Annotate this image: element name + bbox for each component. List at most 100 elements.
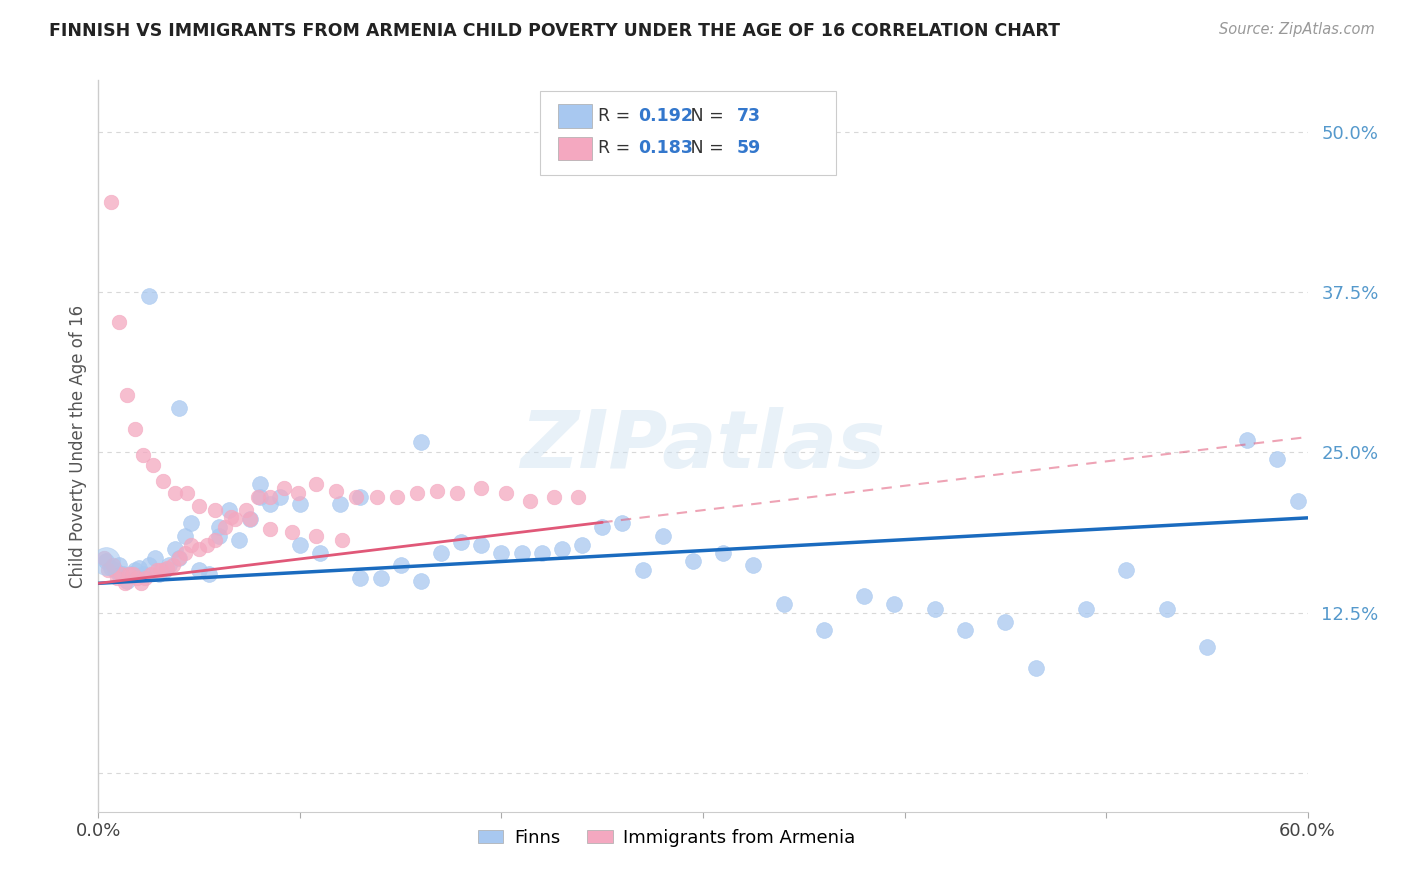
Point bbox=[93, 550, 115, 565]
Point bbox=[128, 561, 150, 575]
Point bbox=[157, 558, 180, 573]
Point bbox=[1025, 661, 1047, 675]
Point bbox=[239, 512, 262, 526]
Point bbox=[543, 491, 565, 505]
Point bbox=[711, 545, 734, 559]
Point bbox=[530, 545, 553, 559]
Point bbox=[612, 516, 634, 530]
Point bbox=[249, 477, 271, 491]
Point bbox=[450, 535, 472, 549]
Point bbox=[114, 576, 136, 591]
Point bbox=[813, 623, 835, 637]
Point bbox=[953, 623, 976, 637]
Point bbox=[148, 567, 170, 582]
Text: N =: N = bbox=[673, 139, 730, 157]
Point bbox=[124, 422, 146, 436]
Point bbox=[994, 615, 1017, 629]
Point bbox=[366, 491, 388, 505]
Point bbox=[163, 486, 186, 500]
Legend: Finns, Immigrants from Armenia: Finns, Immigrants from Armenia bbox=[471, 822, 863, 854]
Point bbox=[97, 564, 120, 578]
Point bbox=[510, 545, 533, 559]
Point bbox=[288, 497, 311, 511]
Y-axis label: Child Poverty Under the Age of 16: Child Poverty Under the Age of 16 bbox=[69, 304, 87, 588]
Point bbox=[121, 567, 143, 582]
Point bbox=[551, 541, 574, 556]
Point bbox=[1236, 433, 1258, 447]
Point bbox=[470, 481, 492, 495]
Point bbox=[101, 558, 124, 573]
Point bbox=[149, 564, 172, 578]
Text: FINNISH VS IMMIGRANTS FROM ARMENIA CHILD POVERTY UNDER THE AGE OF 16 CORRELATION: FINNISH VS IMMIGRANTS FROM ARMENIA CHILD… bbox=[49, 22, 1060, 40]
Point bbox=[682, 554, 704, 568]
Text: 0.183: 0.183 bbox=[638, 139, 693, 157]
Point bbox=[259, 497, 281, 511]
Point bbox=[772, 597, 794, 611]
Point bbox=[124, 564, 146, 578]
Point bbox=[305, 529, 328, 543]
Point bbox=[249, 491, 271, 505]
Point bbox=[742, 558, 765, 573]
Point bbox=[176, 486, 198, 500]
Point bbox=[495, 486, 517, 500]
Point bbox=[214, 520, 236, 534]
Point bbox=[491, 545, 513, 559]
Text: Source: ZipAtlas.com: Source: ZipAtlas.com bbox=[1219, 22, 1375, 37]
Point bbox=[430, 545, 453, 559]
Point bbox=[153, 564, 176, 578]
Point bbox=[591, 520, 613, 534]
Point bbox=[143, 550, 166, 565]
Point bbox=[167, 401, 190, 415]
Point bbox=[631, 564, 654, 578]
Text: 73: 73 bbox=[737, 107, 761, 125]
Point bbox=[329, 497, 352, 511]
Point bbox=[1267, 451, 1289, 466]
Point bbox=[195, 538, 218, 552]
Point bbox=[405, 486, 427, 500]
Point bbox=[132, 567, 155, 582]
Point bbox=[221, 509, 243, 524]
Point bbox=[180, 516, 202, 530]
Point bbox=[924, 602, 946, 616]
Point bbox=[180, 538, 202, 552]
Point bbox=[174, 529, 197, 543]
Point bbox=[129, 576, 152, 591]
Point bbox=[107, 558, 129, 573]
Point bbox=[853, 589, 876, 603]
Point bbox=[519, 494, 541, 508]
Point bbox=[344, 491, 367, 505]
Point bbox=[470, 538, 492, 552]
Point bbox=[218, 503, 240, 517]
Text: N =: N = bbox=[673, 107, 730, 125]
Point bbox=[100, 195, 122, 210]
Point bbox=[309, 545, 332, 559]
Point bbox=[167, 550, 190, 565]
Point bbox=[235, 503, 257, 517]
Point bbox=[188, 541, 211, 556]
Point bbox=[305, 477, 328, 491]
Point bbox=[228, 533, 250, 547]
Point bbox=[134, 571, 156, 585]
Point bbox=[107, 567, 129, 582]
Point bbox=[96, 554, 118, 568]
Point bbox=[138, 558, 160, 573]
Point bbox=[651, 529, 673, 543]
Point bbox=[246, 491, 269, 505]
Point bbox=[349, 571, 371, 585]
Point bbox=[269, 491, 291, 505]
Point bbox=[142, 458, 165, 473]
FancyBboxPatch shape bbox=[558, 136, 592, 160]
FancyBboxPatch shape bbox=[558, 104, 592, 128]
Point bbox=[208, 529, 231, 543]
Point bbox=[239, 512, 262, 526]
Point bbox=[132, 448, 155, 462]
Point bbox=[167, 550, 190, 565]
Point bbox=[389, 558, 412, 573]
Point bbox=[224, 512, 246, 526]
Point bbox=[281, 524, 304, 539]
Point bbox=[330, 533, 353, 547]
Point bbox=[567, 491, 589, 505]
Point bbox=[883, 597, 905, 611]
Point bbox=[118, 567, 141, 582]
Point bbox=[1115, 564, 1137, 578]
